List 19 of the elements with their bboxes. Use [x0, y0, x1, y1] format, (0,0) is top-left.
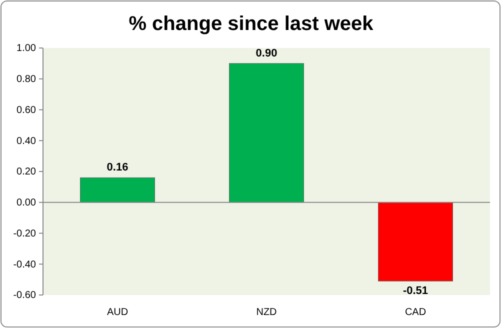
- y-tick-label: 0.00: [16, 198, 36, 209]
- chart-title: % change since last week: [128, 13, 374, 35]
- data-label: 0.16: [106, 162, 128, 174]
- bar: [378, 202, 453, 282]
- y-tick-label: -0.40: [13, 259, 36, 270]
- y-tick-label: 1.00: [16, 43, 36, 54]
- y-tick-label: 0.20: [16, 166, 36, 178]
- data-label: 0.90: [256, 47, 278, 60]
- data-label: -0.51: [402, 285, 428, 298]
- x-tick-label: CAD: [404, 307, 426, 318]
- x-tick-label: NZD: [256, 307, 277, 318]
- x-tick-label: AUD: [106, 307, 128, 318]
- bar: [80, 177, 155, 203]
- y-tick-label: 0.80: [16, 74, 36, 86]
- y-tick-label: -0.20: [13, 228, 36, 240]
- y-tick-label: -0.60: [13, 290, 36, 302]
- bar: [229, 63, 304, 203]
- y-tick-label: 0.40: [16, 136, 36, 147]
- y-tick-label: 0.60: [16, 104, 36, 116]
